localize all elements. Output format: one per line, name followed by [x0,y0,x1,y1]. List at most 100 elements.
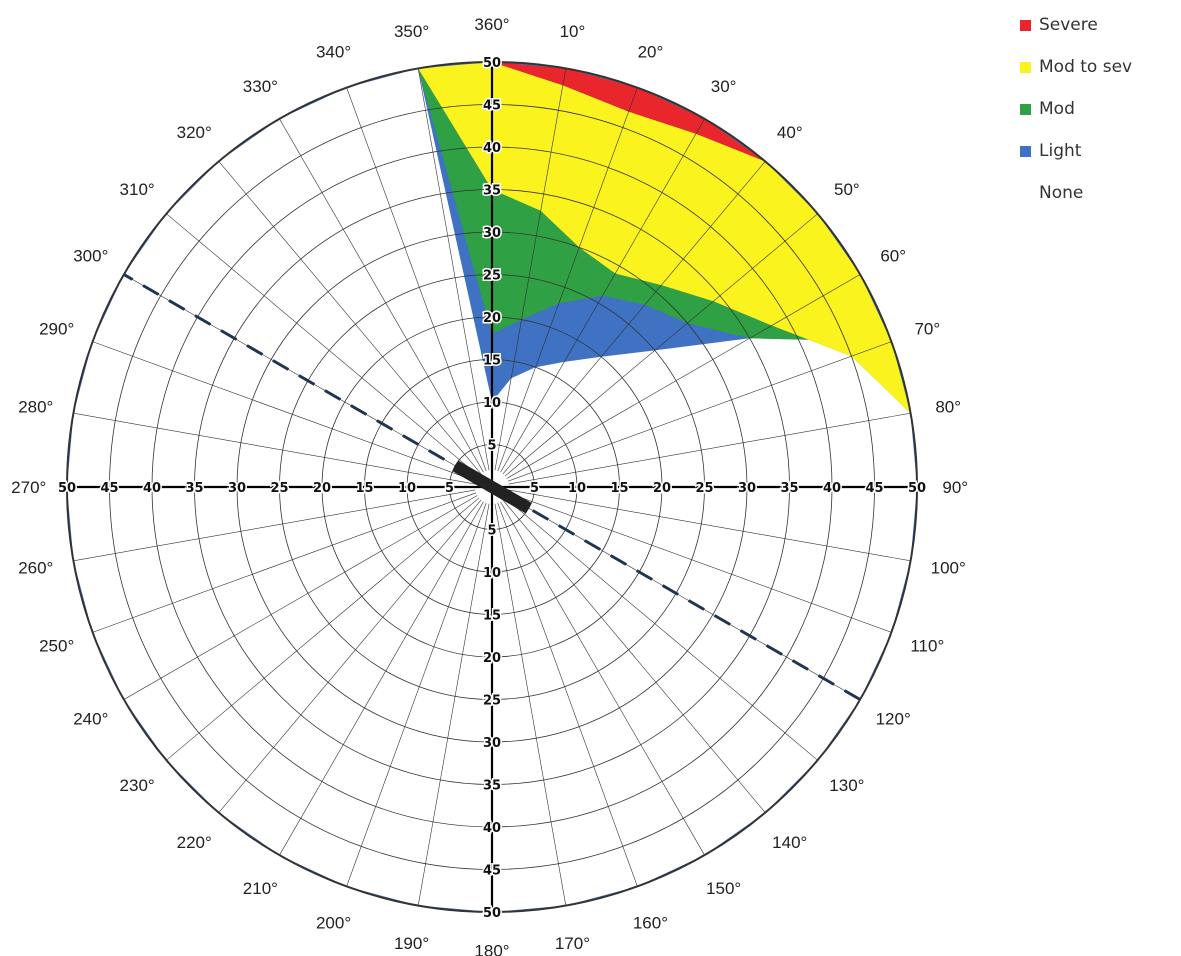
grid-spoke [73,489,476,562]
radial-tick-label: 25 [695,481,713,496]
radial-tick-label: 20 [653,481,671,496]
radial-tick-label: 5 [487,524,496,539]
radial-tick-label: 10 [483,396,501,411]
angle-tick-label: 230° [120,776,155,795]
axes [67,62,917,912]
legend-label: Severe [1039,15,1098,35]
grid-spoke [218,499,482,813]
angle-tick-label: 270° [11,478,46,497]
angle-tick-label: 310° [120,180,155,199]
radial-tick-label: 50 [483,906,501,921]
radial-tick-label: 40 [483,821,501,836]
grid-spoke [346,502,487,887]
radial-tick-label: 25 [270,481,288,496]
angle-tick-label: 350° [394,22,429,41]
grid-spoke [494,503,567,906]
grid-spoke [166,497,480,761]
grid-spoke [507,341,892,482]
grid-spoke [502,499,766,813]
legend-item: Mod [1020,88,1132,130]
radial-tick-label: 25 [483,269,501,284]
angle-tick-label: 80° [935,398,961,417]
grid-spoke [218,161,482,475]
legend-item: Severe [1020,4,1132,46]
angle-tick-label: 150° [706,879,741,898]
angle-tick-label: 110° [910,636,944,655]
center-bar [452,460,532,514]
grid-spoke [497,87,638,472]
grid-spoke [500,501,705,856]
grid-spoke [504,497,818,761]
radial-tick-label: 5 [487,439,496,454]
radial-tick-label: 40 [143,481,161,496]
radial-tick-label: 45 [483,864,501,879]
grid-spoke [92,341,477,482]
angle-tick-label: 360° [474,15,509,34]
angle-tick-label: 50° [834,180,860,199]
radial-tick-label: 50 [908,481,926,496]
legend-label: Light [1039,141,1082,161]
radial-tick-label: 5 [530,481,539,496]
legend-swatch [1020,19,1031,31]
grid-spoke [507,492,892,633]
angle-tick-label: 70° [914,320,940,339]
radial-tick-label: 20 [483,651,501,666]
radial-tick-label: 30 [738,481,756,496]
polar-chart: 10° 20° 30° 40° 50° 60° 70° 80° 90° 100° 110° 120° 1… [11,15,968,956]
radial-tick-label: 15 [355,481,373,496]
radial-tick-label: 10 [568,481,586,496]
radial-tick-label: 5 [445,481,454,496]
legend-label: None [1039,183,1084,203]
radial-tick-label: 35 [483,779,501,794]
angle-tick-label: 200° [316,913,351,932]
angle-tick-label: 190° [394,934,429,953]
legend-swatch [1020,61,1031,73]
radial-tick-label: 25 [483,694,501,709]
legend: Severe Mod to sev Mod Light None [1020,4,1132,214]
radial-tick-label: 40 [483,141,501,156]
angle-tick-label: 320° [177,123,212,142]
radial-tick-label: 15 [483,609,501,624]
angle-tick-label: 160° [633,913,668,932]
radial-tick-label: 40 [823,481,841,496]
radial-tick-label: 50 [58,481,76,496]
grid-spoke [92,492,477,633]
angle-tick-label: 280° [18,398,53,417]
zone-none [67,68,917,912]
angle-tick-label: 90° [942,478,968,497]
radial-tick-label: 45 [483,99,501,114]
angle-tick-label: 20° [638,43,664,62]
angle-tick-label: 170° [555,934,590,953]
grid-spoke [417,503,490,906]
legend-item: Mod to sev [1020,46,1132,88]
legend-swatch [1020,187,1031,199]
angle-tick-label: 220° [177,833,212,852]
radial-tick-label: 35 [780,481,798,496]
angle-tick-label: 340° [316,43,351,62]
angle-tick-label: 290° [39,320,74,339]
grid-spoke [508,489,911,562]
radial-tick-label: 15 [610,481,628,496]
legend-item: Light [1020,130,1132,172]
grid-spoke [417,68,490,471]
angle-tick-label: 40° [777,123,803,142]
angle-tick-label: 120° [876,710,911,729]
radial-tick-label: 10 [398,481,416,496]
legend-swatch [1020,103,1031,115]
labels: 10° 20° 30° 40° 50° 60° 70° 80° 90° 100° 110° 120° 1… [11,15,968,956]
zone-mod-to-sev [67,62,917,912]
radial-tick-label: 35 [185,481,203,496]
grid-spoke [500,118,705,473]
grid-spoke [508,412,911,485]
grid-spoke [279,501,484,856]
angle-tick-label: 330° [243,77,278,96]
angle-tick-label: 210° [243,879,278,898]
radial-tick-label: 20 [313,481,331,496]
radial-tick-label: 35 [483,184,501,199]
angle-tick-label: 250° [39,636,74,655]
angle-tick-label: 140° [772,833,807,852]
grid-spoke [494,68,567,471]
grid-spoke [506,274,861,479]
angle-tick-label: 30° [711,77,737,96]
grid-spoke [123,495,478,700]
